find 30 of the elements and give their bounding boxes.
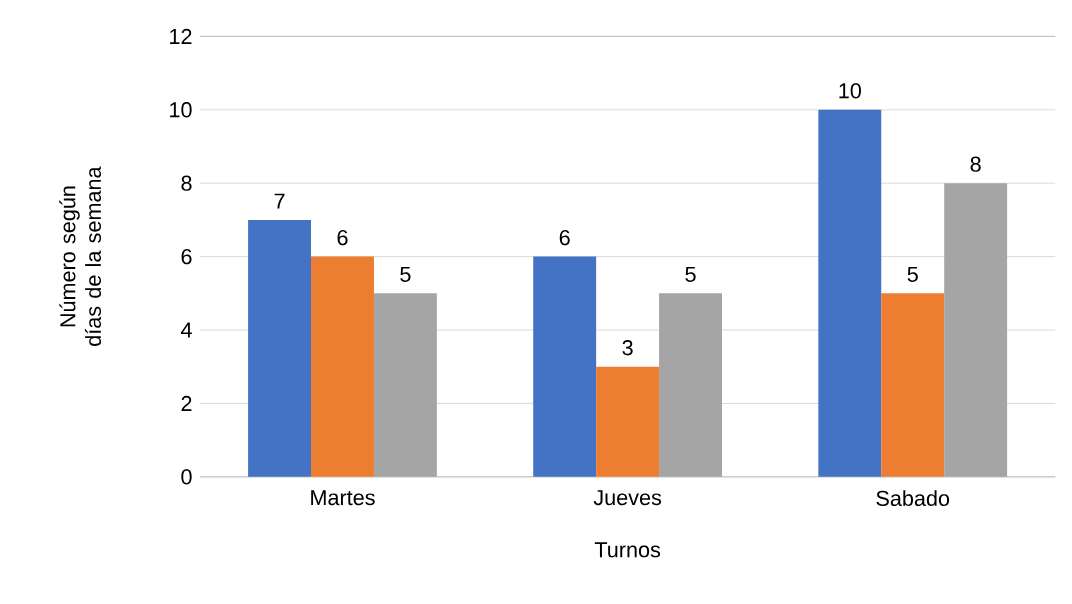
bar [881,293,945,477]
data-label: 6 [559,230,570,246]
data-label: 6 [337,230,348,246]
x-tick-label: Sabado [876,490,950,507]
bar [659,293,722,477]
bar [596,366,660,477]
x-axis-title: Turnos [594,542,661,558]
y-tick-label: 12 [170,28,192,45]
y-tick-label: 10 [170,102,192,118]
data-label: 10 [839,83,861,99]
data-label: 5 [685,267,696,283]
data-label: 8 [970,156,981,173]
y-tick-label: 0 [181,469,192,485]
y-tick-label: 6 [181,249,192,265]
y-tick-label: 2 [181,396,192,412]
bar [944,183,1008,477]
bar [311,256,374,477]
data-label: 5 [907,267,918,283]
data-label: 7 [274,193,285,209]
bar [373,293,437,477]
data-label: 5 [400,267,411,283]
x-tick-label: Martes [311,490,375,506]
bar [533,256,597,477]
bar [248,220,312,477]
y-tick-label: 8 [181,175,192,192]
bar [818,109,882,477]
x-tick-label: Jueves [593,490,662,506]
data-label: 3 [622,340,633,356]
y-tick-label: 4 [180,322,192,338]
y-axis-title: Número según días de la semana [59,166,102,347]
